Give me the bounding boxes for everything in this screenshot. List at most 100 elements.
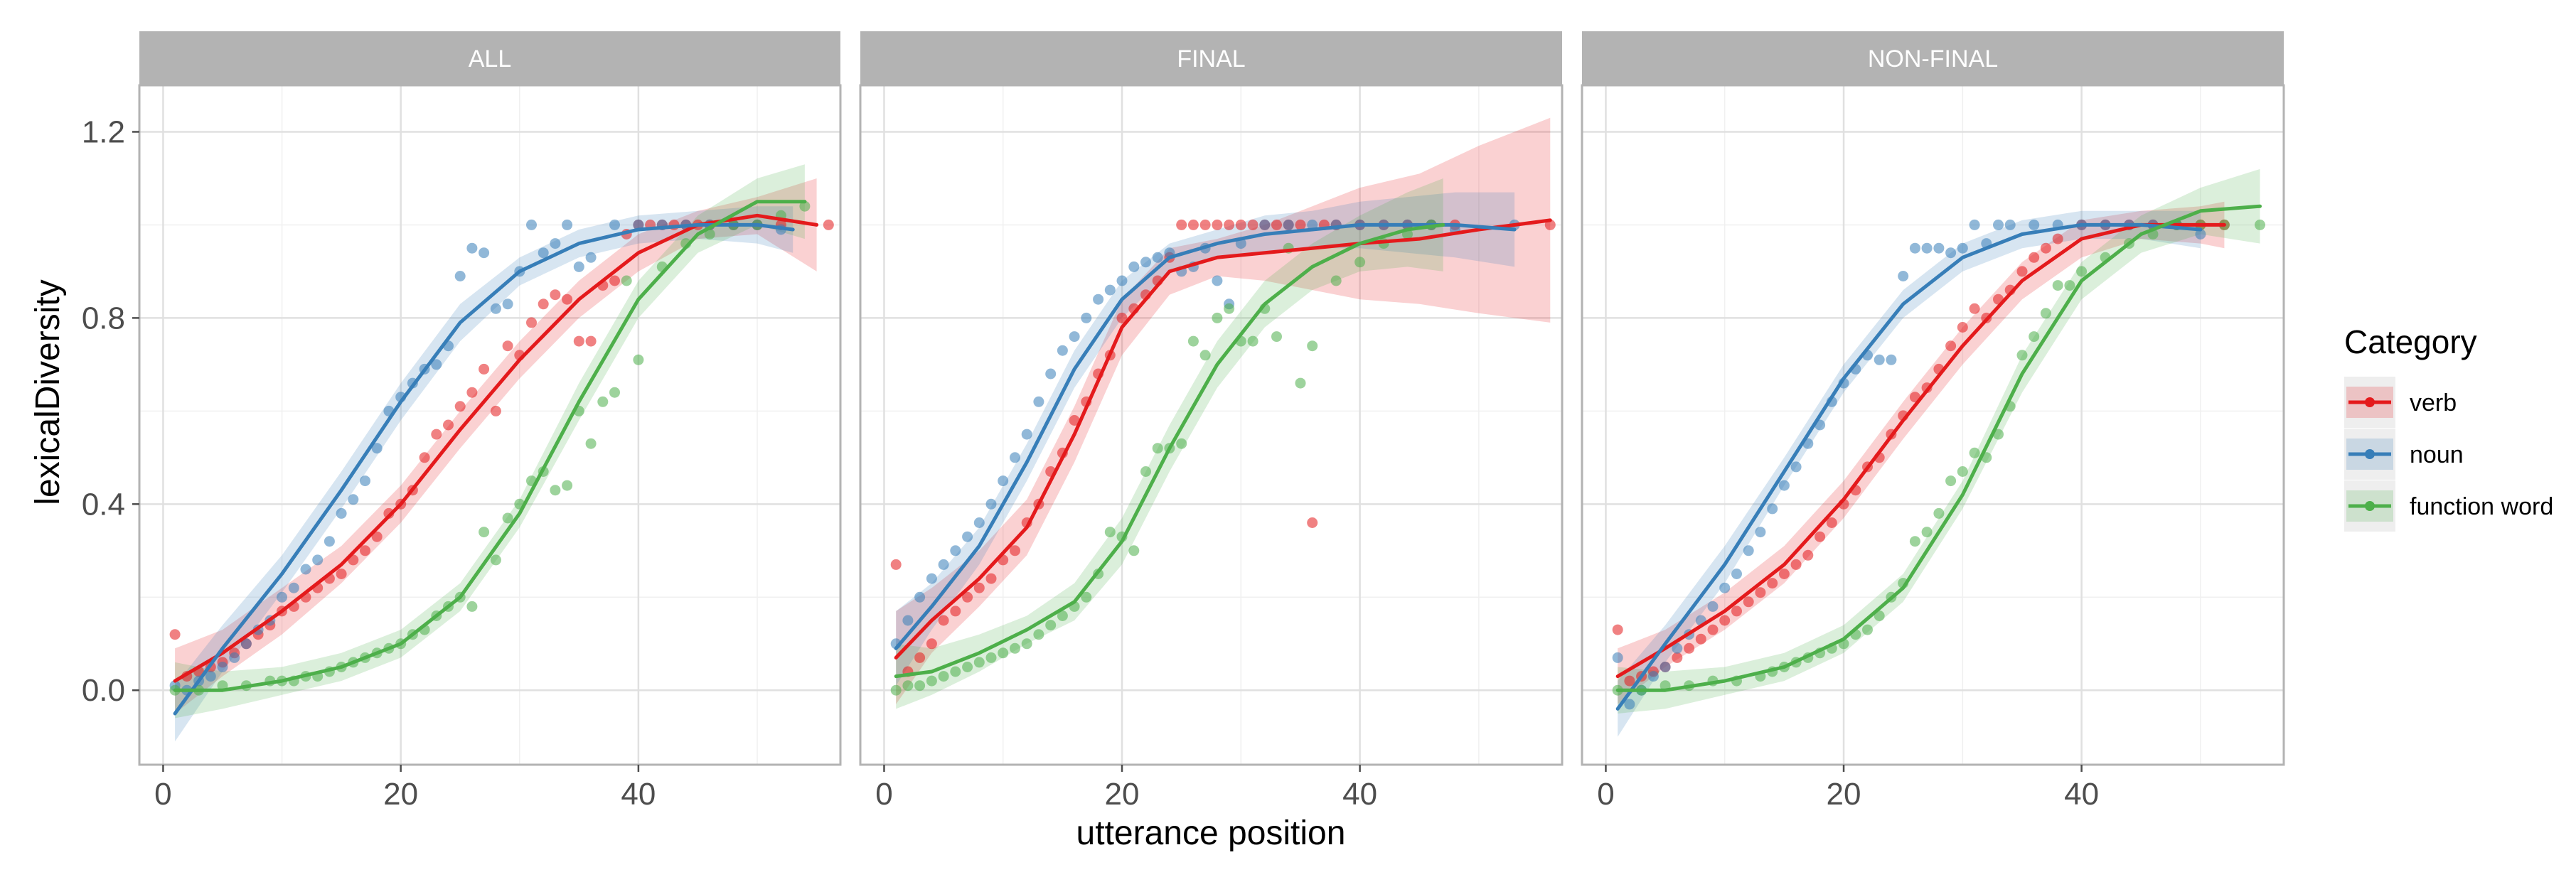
smooth-line-noun <box>173 222 795 716</box>
data-point-verb <box>1945 340 1957 352</box>
data-point-function-word <box>1969 447 1980 458</box>
data-point-function-word <box>985 652 997 663</box>
data-point-noun <box>1719 582 1731 593</box>
data-point-noun <box>1898 271 1909 281</box>
data-point-function-word <box>1909 536 1920 547</box>
data-point-function-word <box>2255 219 2265 230</box>
data-point-noun <box>633 219 644 230</box>
data-point-function-word <box>1081 591 1092 603</box>
data-point-noun <box>454 271 466 281</box>
data-point-noun <box>1045 368 1057 380</box>
data-point-function-word <box>633 354 644 365</box>
x-tick-label: 40 <box>1342 777 1377 812</box>
data-point-verb <box>2016 266 2028 277</box>
panel-border <box>138 84 842 766</box>
legend-title: Category <box>2344 323 2477 360</box>
confidence-band-verb <box>175 178 817 714</box>
data-point-function-word <box>1307 340 1318 352</box>
data-point-noun <box>1140 257 1151 268</box>
data-point-function-word <box>1330 275 1342 286</box>
data-point-verb <box>562 294 573 305</box>
data-point-function-word <box>890 684 902 696</box>
data-point-verb <box>1247 219 1258 230</box>
data-point-verb <box>169 629 181 640</box>
data-point-verb <box>479 363 490 375</box>
data-point-verb <box>926 638 937 650</box>
data-point-noun <box>2195 229 2206 240</box>
x-tick-label: 0 <box>154 777 171 812</box>
data-point-noun <box>1672 642 1683 654</box>
legend-item-function-word: function word <box>2344 480 2553 532</box>
data-point-noun <box>938 559 949 570</box>
x-tick-label: 0 <box>875 777 892 812</box>
data-point-function-word <box>1862 624 1873 635</box>
data-point-noun <box>1081 312 1092 323</box>
data-point-verb <box>1815 531 1826 542</box>
legend-item-verb: verb <box>2344 377 2457 428</box>
data-point-noun <box>1128 261 1140 272</box>
facet-strip <box>1582 31 2284 85</box>
data-point-noun <box>348 494 359 505</box>
data-point-noun <box>1660 662 1671 672</box>
data-point-function-word <box>1140 466 1151 477</box>
data-point-verb <box>890 559 902 570</box>
data-point-noun <box>300 564 311 575</box>
data-point-noun <box>526 219 537 230</box>
data-point-function-word <box>902 680 914 692</box>
legend-key-point <box>2365 449 2375 459</box>
data-point-noun <box>998 475 1009 487</box>
y-tick-label: 0.4 <box>82 487 125 522</box>
data-point-function-word <box>2064 280 2075 291</box>
data-point-verb <box>371 531 383 542</box>
panel-background <box>860 85 1562 765</box>
data-point-function-word <box>609 387 620 398</box>
data-point-verb <box>526 317 537 328</box>
data-point-noun <box>962 531 973 542</box>
data-point-function-word <box>1295 377 1306 389</box>
x-tick-label: 40 <box>2064 777 2099 812</box>
data-point-verb <box>1957 322 1968 333</box>
data-point-noun <box>1104 284 1116 296</box>
data-point-noun <box>205 671 216 682</box>
data-point-function-word <box>1057 610 1068 621</box>
data-point-noun <box>1152 252 1163 263</box>
data-point-function-word <box>1271 331 1282 343</box>
data-point-verb <box>1212 219 1223 230</box>
data-point-function-word <box>1045 620 1057 631</box>
data-point-verb <box>1612 624 1623 635</box>
data-point-noun <box>2029 219 2040 230</box>
data-point-noun <box>502 298 513 310</box>
data-point-noun <box>1647 671 1659 682</box>
data-point-function-word <box>1128 545 1140 556</box>
data-point-function-word <box>962 662 973 672</box>
data-point-verb <box>1271 219 1282 230</box>
data-point-noun <box>466 242 478 254</box>
data-point-function-word <box>1212 312 1223 323</box>
data-point-verb <box>1743 596 1754 608</box>
data-point-verb <box>962 591 973 603</box>
data-point-verb <box>914 652 926 663</box>
data-point-noun <box>490 303 501 314</box>
data-point-function-word <box>1945 475 1957 487</box>
data-point-noun <box>1116 275 1128 286</box>
data-point-verb <box>1802 549 1814 561</box>
data-point-verb <box>1695 633 1706 645</box>
data-point-verb <box>1826 517 1837 528</box>
data-point-verb <box>1010 545 1020 556</box>
data-point-noun <box>1790 461 1802 473</box>
data-point-verb <box>2040 242 2051 254</box>
data-point-function-word <box>1921 527 1933 538</box>
data-point-noun <box>1778 480 1790 491</box>
confidence-band-verb <box>1618 201 2225 704</box>
y-tick-label: 1.2 <box>82 114 125 149</box>
data-point-verb <box>443 419 454 431</box>
data-point-noun <box>277 591 287 603</box>
data-point-noun <box>1755 527 1766 538</box>
data-point-noun <box>902 615 914 626</box>
data-point-noun <box>1624 699 1635 710</box>
data-point-noun <box>1069 331 1080 343</box>
x-tick-label: 40 <box>621 777 656 812</box>
data-point-verb <box>1672 652 1683 663</box>
data-point-function-word <box>2016 350 2028 361</box>
data-point-function-word <box>1247 335 1258 347</box>
